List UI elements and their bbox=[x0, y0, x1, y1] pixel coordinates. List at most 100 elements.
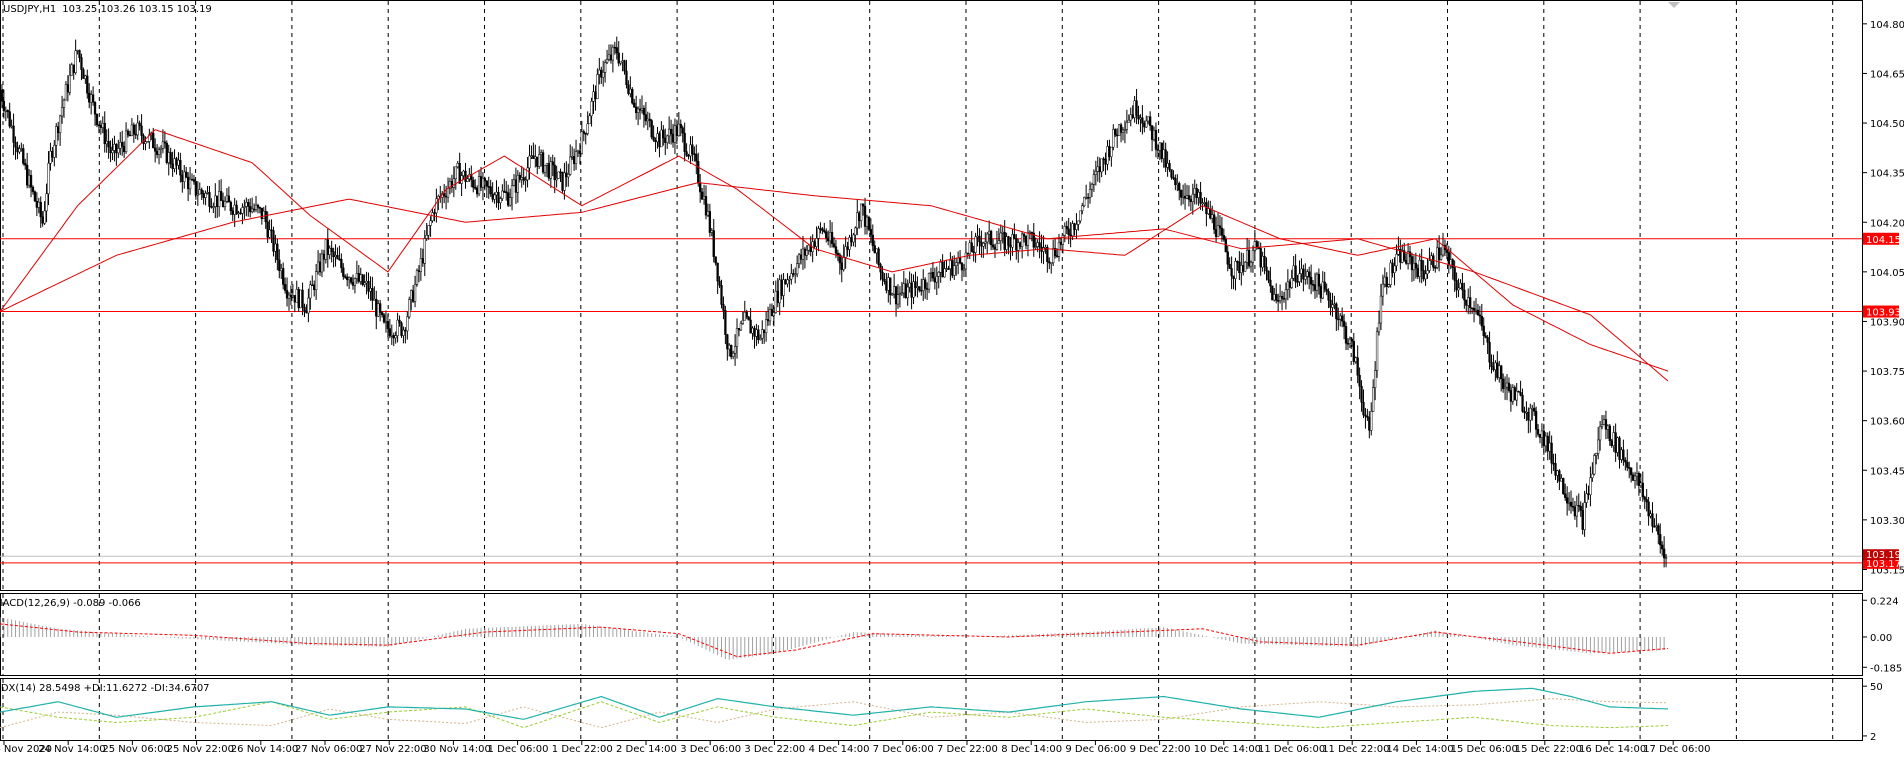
candle-body bbox=[1602, 419, 1606, 425]
candle-body bbox=[1275, 294, 1278, 301]
macd-panel[interactable]: MACD(12,26,9) -0.089 -0.066 0.224 0.00 -0.… bbox=[0, 593, 1902, 676]
candle-body bbox=[889, 277, 892, 296]
candle-body bbox=[347, 277, 351, 281]
candle-body bbox=[406, 316, 409, 332]
candle-body bbox=[1003, 231, 1006, 250]
candle-body bbox=[933, 277, 937, 283]
candle-body bbox=[66, 84, 70, 93]
candle-body bbox=[113, 143, 116, 151]
candle-body bbox=[858, 212, 861, 222]
candle-body bbox=[1391, 262, 1394, 273]
candle-body bbox=[980, 241, 983, 247]
candle-body bbox=[1472, 307, 1476, 311]
candle-body bbox=[208, 192, 211, 207]
shift-marker-icon[interactable] bbox=[1668, 2, 1680, 8]
candle-body bbox=[1261, 256, 1264, 268]
candle-body bbox=[1447, 252, 1450, 266]
candle-body bbox=[446, 188, 450, 198]
candle-body bbox=[159, 147, 163, 150]
candle-body bbox=[134, 133, 137, 136]
candle-body bbox=[532, 155, 535, 160]
candle-body bbox=[638, 108, 642, 111]
candle-body bbox=[400, 322, 403, 336]
candle-body bbox=[373, 298, 376, 301]
candle-body bbox=[1228, 263, 1231, 269]
candle-body bbox=[1024, 236, 1028, 246]
candle-body bbox=[1552, 462, 1555, 465]
candle-body bbox=[904, 283, 907, 299]
candle-body bbox=[908, 282, 911, 288]
candle-body bbox=[136, 122, 139, 136]
candle-body bbox=[1327, 291, 1330, 301]
candle-body bbox=[916, 286, 919, 288]
candle-body bbox=[31, 186, 35, 192]
candle-body bbox=[588, 115, 591, 125]
candle-body bbox=[16, 146, 19, 153]
candle-body bbox=[1482, 325, 1485, 337]
candle-body bbox=[619, 61, 622, 64]
x-tick-label: 7 Dec 22:00 bbox=[937, 744, 998, 755]
candle-body bbox=[276, 243, 279, 261]
candle-body bbox=[413, 284, 417, 302]
candle-body bbox=[1106, 146, 1109, 165]
candle-body bbox=[892, 286, 896, 295]
level-price-tag bbox=[1863, 232, 1899, 245]
candle-body bbox=[1245, 249, 1249, 263]
candle-body bbox=[788, 278, 791, 281]
candle-body bbox=[654, 139, 657, 143]
candle-body bbox=[336, 255, 339, 260]
candle-body bbox=[1414, 262, 1418, 269]
candle-body bbox=[86, 75, 89, 94]
candle-body bbox=[572, 156, 576, 165]
level-lines bbox=[0, 238, 1862, 564]
candle-body bbox=[522, 177, 525, 181]
candle-body bbox=[1020, 233, 1024, 247]
candle-body bbox=[1492, 366, 1495, 371]
candle-body bbox=[487, 186, 490, 188]
candle-body bbox=[1645, 499, 1648, 503]
candle-body bbox=[1342, 320, 1346, 327]
candle-body bbox=[594, 91, 597, 100]
candle-body bbox=[1218, 225, 1222, 229]
adx-panel[interactable]: ADX(14) 28.5498 +DI:11.6272 -DI:34.6707 … bbox=[0, 678, 1883, 743]
candle-body bbox=[1434, 267, 1437, 269]
candle-body bbox=[1158, 142, 1161, 151]
candle-body bbox=[815, 238, 818, 247]
y-tick-label: 104.50 bbox=[1870, 119, 1904, 130]
candle-body bbox=[119, 142, 122, 149]
candle-body bbox=[700, 191, 704, 200]
y-tick-label: 104.05 bbox=[1870, 268, 1904, 279]
candle-body bbox=[1288, 281, 1291, 288]
candle-body bbox=[902, 283, 905, 294]
candle-body bbox=[1366, 415, 1369, 418]
candle-body bbox=[340, 258, 343, 269]
candle-body bbox=[210, 206, 213, 208]
main-panel[interactable]: USDJPY,H1 103.25 103.26 103.15 103.19 104… bbox=[0, 0, 1904, 591]
candle-body bbox=[1247, 249, 1251, 267]
candle-body bbox=[949, 260, 952, 269]
x-tick-label: 24 Nov 2020 bbox=[0, 744, 52, 755]
candle-body bbox=[1463, 289, 1466, 301]
candle-body bbox=[1230, 268, 1233, 277]
candle-body bbox=[1333, 303, 1336, 306]
candle-body bbox=[931, 272, 935, 279]
candle-body bbox=[111, 150, 114, 154]
candle-body bbox=[1538, 433, 1542, 438]
candle-body bbox=[999, 232, 1002, 241]
candle-body bbox=[1606, 425, 1610, 430]
candle-body bbox=[167, 152, 170, 163]
candle-body bbox=[997, 240, 1001, 244]
candle-body bbox=[115, 143, 118, 154]
candle-body bbox=[567, 174, 570, 178]
macd-title: MACD(12,26,9) -0.089 -0.066 bbox=[0, 598, 141, 609]
candle-body bbox=[1263, 256, 1266, 268]
candle-body bbox=[283, 284, 287, 291]
candle-body bbox=[1370, 411, 1373, 431]
candle-body bbox=[1664, 557, 1668, 559]
candle-body bbox=[171, 163, 174, 169]
candle-body bbox=[423, 238, 426, 264]
candle-body bbox=[130, 124, 134, 136]
candle-body bbox=[710, 230, 713, 233]
candle-body bbox=[714, 256, 717, 264]
candle-body bbox=[101, 123, 104, 128]
